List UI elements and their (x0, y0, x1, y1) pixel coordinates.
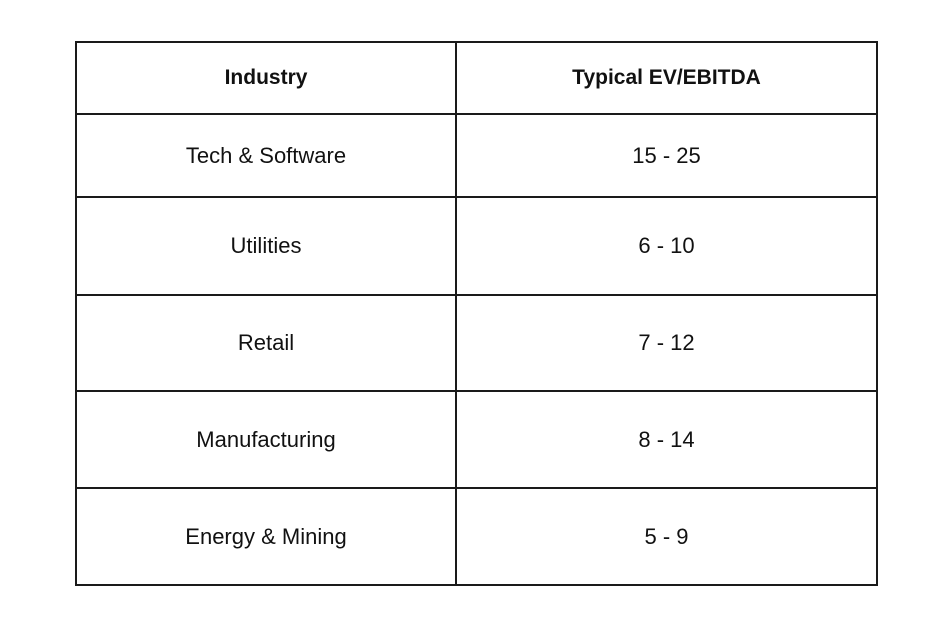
table-row: Retail 7 - 12 (75, 294, 878, 392)
table-row: Utilities 6 - 10 (75, 196, 878, 296)
multiple-cell: 7 - 12 (455, 294, 878, 392)
table-row: Tech & Software 15 - 25 (75, 113, 878, 198)
multiple-cell: 5 - 9 (455, 487, 878, 586)
table-header-row: Industry Typical EV/EBITDA (75, 41, 878, 115)
industry-cell: Manufacturing (75, 390, 457, 489)
header-industry: Industry (75, 41, 457, 115)
industry-cell: Utilities (75, 196, 457, 296)
industry-cell: Tech & Software (75, 113, 457, 198)
ev-ebitda-table: Industry Typical EV/EBITDA Tech & Softwa… (75, 41, 878, 586)
multiple-cell: 8 - 14 (455, 390, 878, 489)
table-row: Energy & Mining 5 - 9 (75, 487, 878, 586)
table-row: Manufacturing 8 - 14 (75, 390, 878, 489)
industry-cell: Energy & Mining (75, 487, 457, 586)
industry-cell: Retail (75, 294, 457, 392)
multiple-cell: 6 - 10 (455, 196, 878, 296)
header-typical-ev-ebitda: Typical EV/EBITDA (455, 41, 878, 115)
multiple-cell: 15 - 25 (455, 113, 878, 198)
